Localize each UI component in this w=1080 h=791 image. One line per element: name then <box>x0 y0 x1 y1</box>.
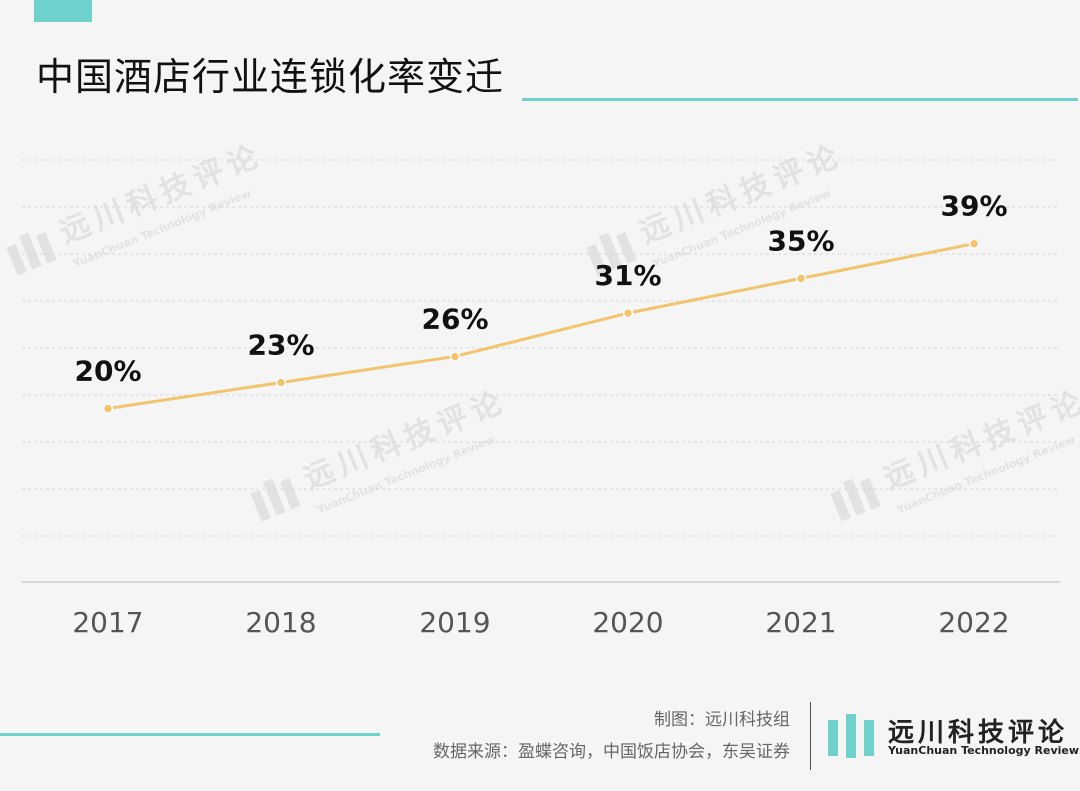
data-point <box>622 307 634 319</box>
data-label: 23% <box>247 328 314 361</box>
x-tick-label: 2019 <box>419 606 490 639</box>
data-label: 20% <box>74 355 141 388</box>
data-point <box>275 377 287 388</box>
brand-logo: 远川科技评论 YuanChuan Technology Review <box>826 712 1080 762</box>
data-point <box>102 403 114 414</box>
footer-divider <box>810 702 811 770</box>
series-line <box>107 242 975 410</box>
title-rule <box>522 98 1078 101</box>
data-label: 31% <box>594 259 661 292</box>
page-title: 中国酒店行业连锁化率变迁 <box>36 55 505 99</box>
data-point <box>449 351 461 362</box>
accent-tab <box>34 0 92 22</box>
footer-rule <box>0 733 380 736</box>
x-tick-label: 2021 <box>765 606 836 639</box>
data-label: 39% <box>940 190 1007 223</box>
x-tick-label: 2017 <box>72 606 143 639</box>
x-tick-label: 2022 <box>938 606 1009 639</box>
brand-name: 远川科技评论 <box>888 718 1069 748</box>
data-label: 35% <box>767 224 834 257</box>
data-label: 26% <box>421 302 488 335</box>
x-tick-label: 2020 <box>592 606 663 639</box>
data-source: 数据来源：盈蝶咨询，中国饭店协会，东吴证券 <box>433 742 790 762</box>
x-tick-label: 2018 <box>245 606 316 639</box>
data-point <box>795 273 807 284</box>
chart-credit: 制图：远川科技组 <box>654 710 790 730</box>
data-point <box>968 238 980 249</box>
brand-mark-icon <box>828 714 874 758</box>
brand-subtitle: YuanChuan Technology Review <box>888 744 1080 757</box>
